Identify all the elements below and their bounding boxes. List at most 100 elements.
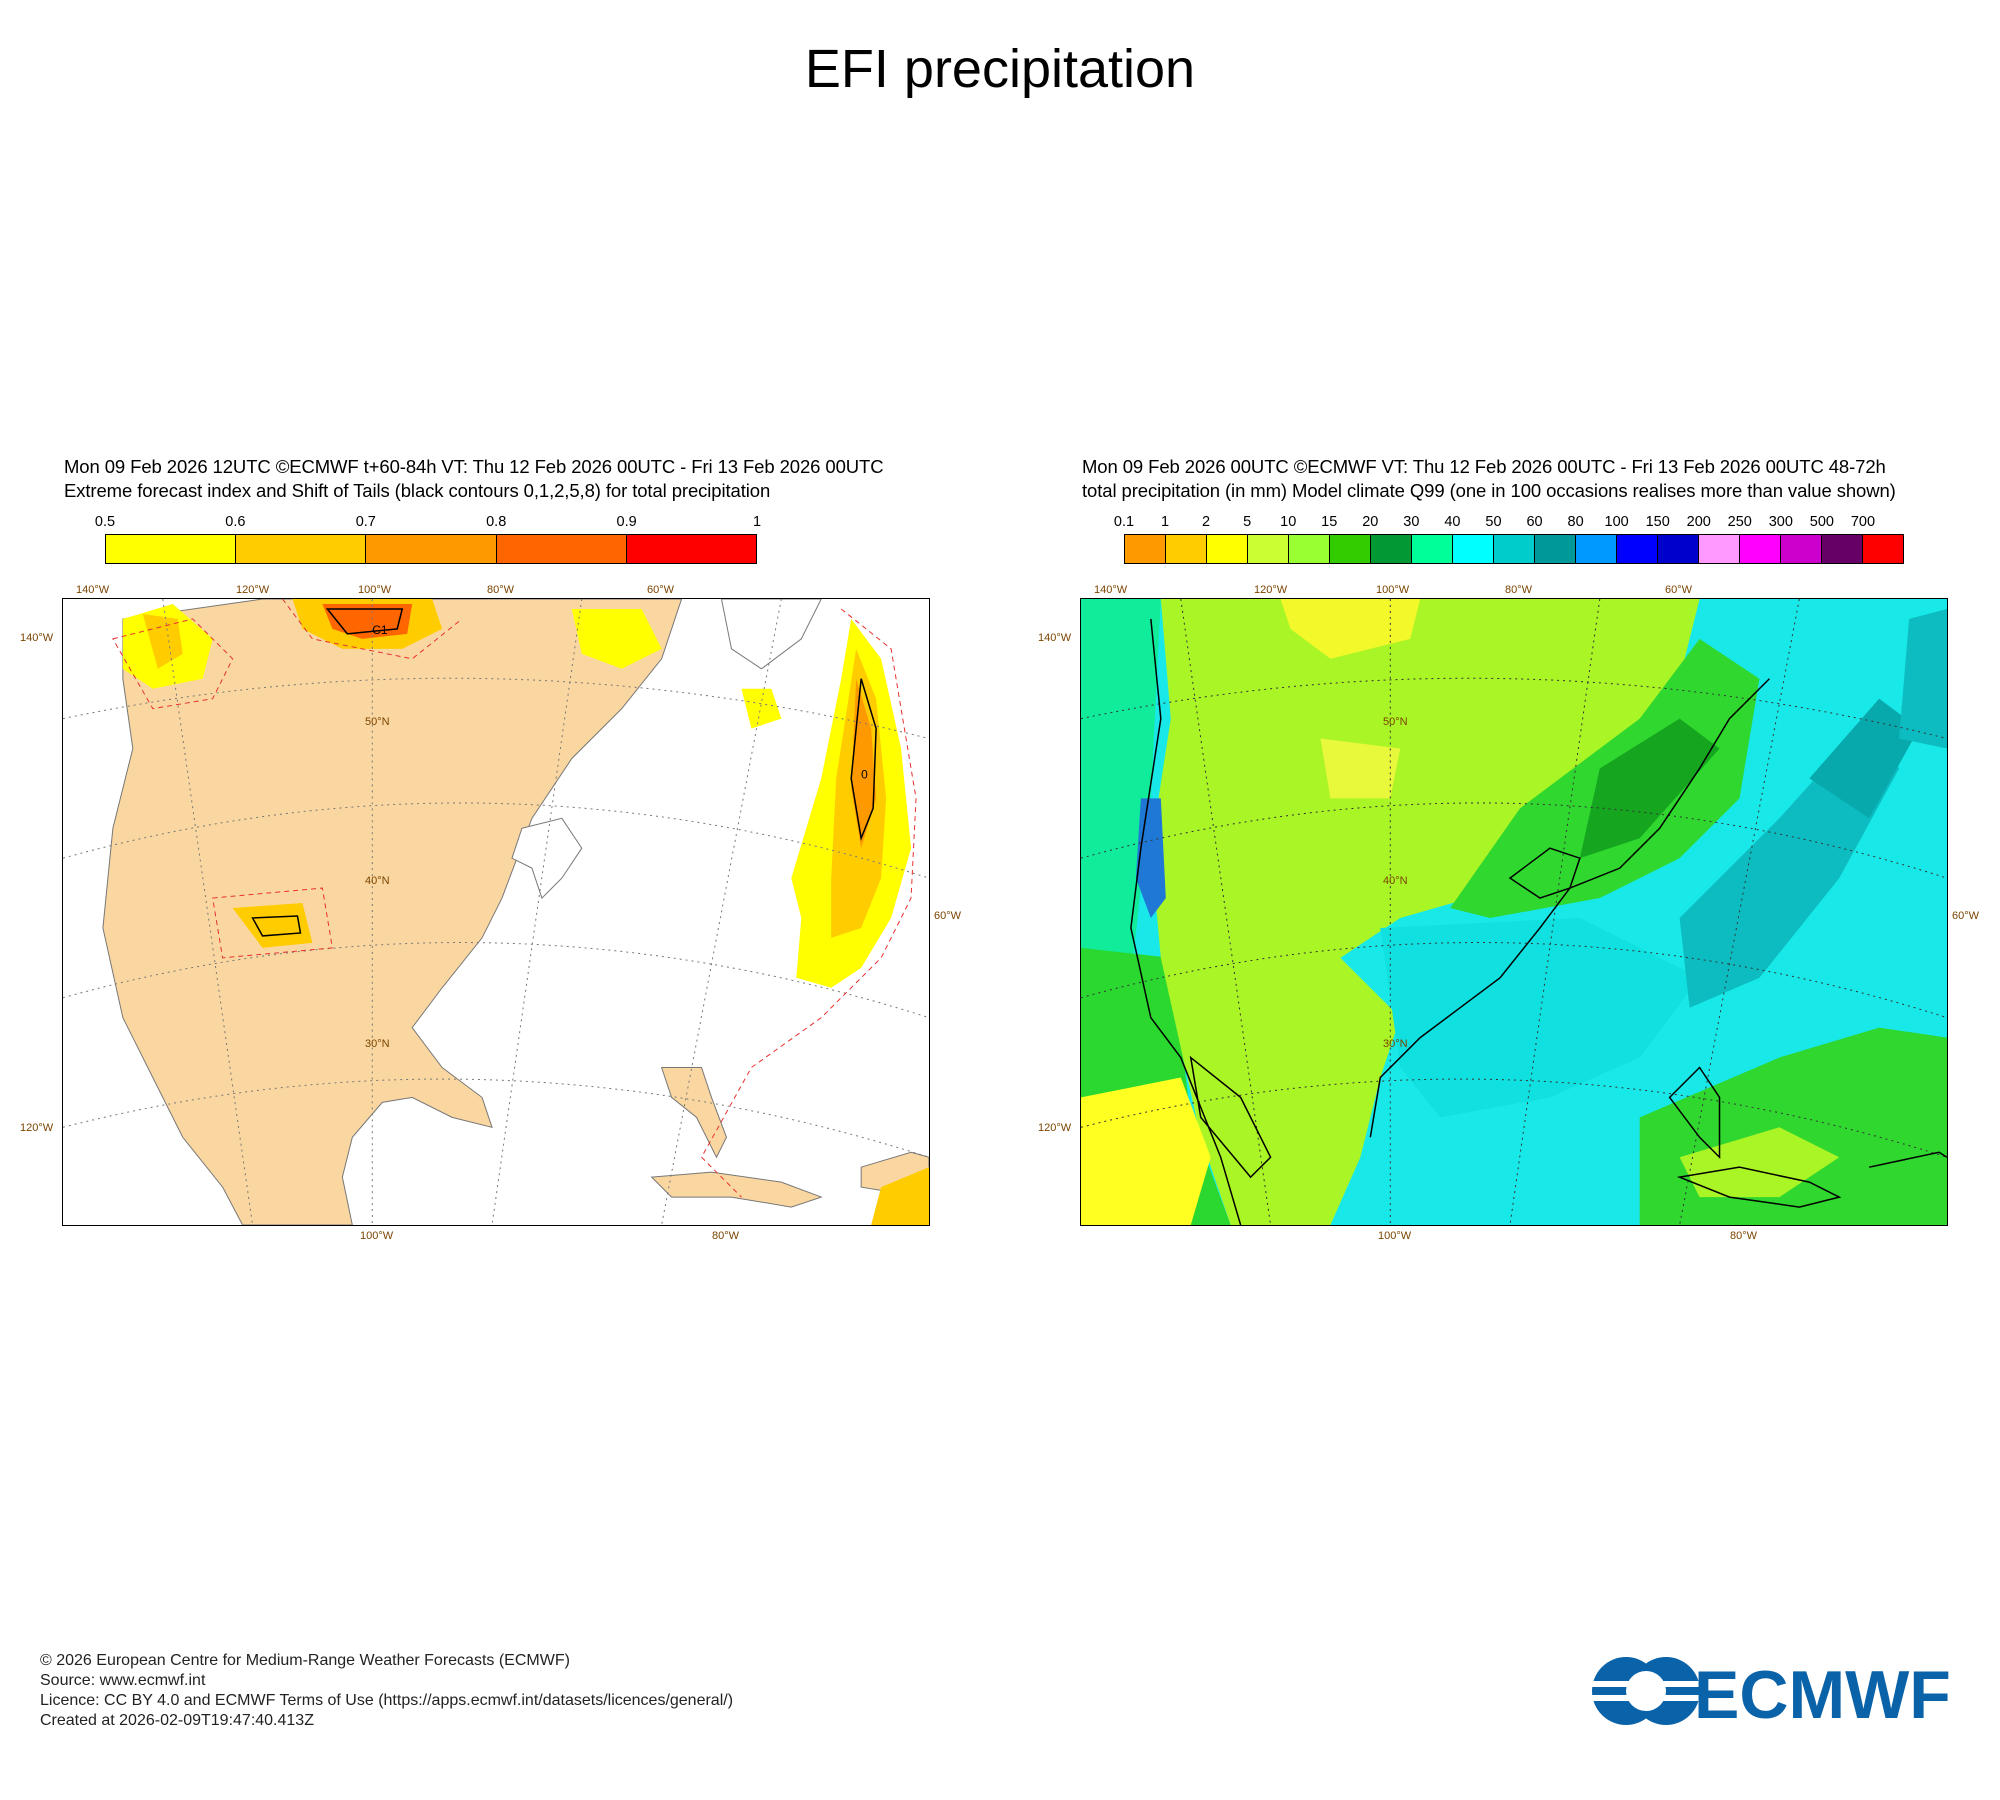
efi-colorbar-swatch xyxy=(626,535,757,563)
efi-header-line2: Extreme forecast index and Shift of Tail… xyxy=(64,480,771,501)
efi-panel: Mon 09 Feb 2026 12UTC ©ECMWF t+60-84h VT… xyxy=(20,450,990,1260)
efi-colorbar xyxy=(105,534,757,564)
efi-header-line1: Mon 09 Feb 2026 12UTC ©ECMWF t+60-84h VT… xyxy=(64,456,884,477)
coast-dark-green xyxy=(1579,718,1720,859)
climate-colorbar-swatch xyxy=(1863,535,1903,563)
efi-colorbar-swatch xyxy=(236,535,367,563)
created-line: Created at 2026-02-09T19:47:40.413Z xyxy=(40,1712,314,1729)
efi-area-quebec xyxy=(571,608,662,669)
climate-colorbar-swatch xyxy=(1822,535,1863,563)
climate-colorbar-swatch xyxy=(1494,535,1535,563)
efi-colorbar-tick-label: 0.7 xyxy=(355,514,376,530)
climate-colorbar-tick-label: 20 xyxy=(1362,514,1379,530)
climate-colorbar-tick-label: 0.1 xyxy=(1113,514,1135,530)
climate-colorbar-tick-label: 250 xyxy=(1727,514,1752,530)
efi-colorbar-swatch xyxy=(106,535,237,563)
climate-colorbar-swatch xyxy=(1248,535,1289,563)
greenland-land xyxy=(720,599,822,670)
lon-label: 120°W xyxy=(1254,584,1288,596)
lon-label: 60°W xyxy=(647,584,675,596)
lon-label: 80°W xyxy=(487,584,515,596)
pacific-band xyxy=(1081,599,1161,1018)
canada-yellow xyxy=(1280,599,1421,659)
climate-colorbar-swatch xyxy=(1576,535,1617,563)
footer: © 2026 European Centre for Medium-Range … xyxy=(40,1651,733,1731)
climate-colorbar-swatch xyxy=(1412,535,1453,563)
great-lakes xyxy=(511,817,583,899)
efi-colorbar-tick-label: 0.8 xyxy=(486,514,507,530)
climate-colorbar-tick-label: 300 xyxy=(1768,514,1793,530)
climate-colorbar-tick-label: 200 xyxy=(1686,514,1711,530)
climate-colorbar-swatch xyxy=(1207,535,1248,563)
climate-colorbar-tick-label: 60 xyxy=(1526,514,1543,530)
lon-label: 100°W xyxy=(1376,584,1410,596)
lat-label: 60°W xyxy=(1952,910,1980,922)
atlantic-teal-2 xyxy=(1809,698,1920,819)
climate-header-line2: total precipitation (in mm) Model climat… xyxy=(1082,480,1896,501)
climate-colorbar-swatch xyxy=(1699,535,1740,563)
climate-colorbar-tick-label: 10 xyxy=(1280,514,1297,530)
climate-colorbar-swatch xyxy=(1330,535,1371,563)
contour-label: C1 xyxy=(372,623,388,637)
climate-colorbar-swatch xyxy=(1617,535,1658,563)
efi-area-caribbean xyxy=(871,1167,929,1225)
climate-colorbar-swatch xyxy=(1781,535,1822,563)
climate-colorbar-tick-label: 5 xyxy=(1243,514,1252,530)
florida-land xyxy=(660,1067,728,1159)
climate-colorbar-swatch xyxy=(1453,535,1494,563)
lat-label: 120°W xyxy=(1038,1122,1072,1134)
cuba-land xyxy=(650,1171,823,1208)
climate-colorbar-tick-label: 500 xyxy=(1809,514,1834,530)
climate-map xyxy=(1080,598,1948,1226)
continent-green xyxy=(1150,599,1700,1225)
efi-colorbar-ticks: 0.5 0.6 0.7 0.8 0.9 1 xyxy=(95,514,761,532)
lat-label: 50°N xyxy=(1383,716,1408,728)
baja-yellow xyxy=(1081,1077,1211,1225)
climate-colorbar-tick-label: 700 xyxy=(1850,514,1876,530)
climate-colorbar-swatch xyxy=(1658,535,1699,563)
climate-colorbar-tick-label: 1 xyxy=(1161,514,1170,530)
lat-label: 40°N xyxy=(1383,875,1408,887)
efi-colorbar-tick-label: 0.5 xyxy=(94,514,116,530)
climate-colorbar-tick-label: 80 xyxy=(1567,514,1584,530)
climate-colorbar-tick-label: 2 xyxy=(1202,514,1211,530)
climate-colorbar-swatch xyxy=(1371,535,1412,563)
efi-map: 0 C1 xyxy=(62,598,930,1226)
climate-colorbar-swatch xyxy=(1125,535,1166,563)
lon-label: 140°W xyxy=(76,584,110,596)
climate-colorbar-tick-label: 15 xyxy=(1321,514,1338,530)
north-america-land xyxy=(102,599,683,1225)
gulf-cyan xyxy=(1380,917,1700,1118)
climate-colorbar-tick-label: 40 xyxy=(1444,514,1461,530)
lat-label: 50°N xyxy=(365,716,390,728)
plains-yellow xyxy=(1320,738,1401,799)
efi-area-labrador xyxy=(741,688,782,729)
climate-colorbar-tick-label: 100 xyxy=(1604,514,1629,530)
climate-colorbar-swatch xyxy=(1740,535,1781,563)
lat-label: 30°N xyxy=(365,1038,390,1050)
efi-colorbar-tick-label: 0.6 xyxy=(225,514,246,530)
lon-label: 120°W xyxy=(236,584,270,596)
climate-colorbar xyxy=(1124,534,1904,564)
climate-colorbar-swatch xyxy=(1535,535,1576,563)
lon-label: 80°W xyxy=(712,1230,740,1242)
climate-colorbar-tick-label: 50 xyxy=(1485,514,1502,530)
climate-header-line1: Mon 09 Feb 2026 00UTC ©ECMWF VT: Thu 12 … xyxy=(1082,456,1886,477)
lat-label: 120°W xyxy=(20,1122,54,1134)
efi-colorbar-tick-label: 1 xyxy=(752,514,762,530)
efi-area-rockies xyxy=(232,903,313,948)
ecmwf-logo: ECMWF xyxy=(1590,1655,1970,1733)
climate-colorbar-swatch xyxy=(1289,535,1330,563)
licence-line: Licence: CC BY 4.0 and ECMWF Terms of Us… xyxy=(40,1692,734,1709)
page-title: EFI precipitation xyxy=(804,39,1196,99)
logo-text: ECMWF xyxy=(1694,1657,1951,1727)
efi-colorbar-tick-label: 0.9 xyxy=(616,514,637,530)
atlantic-teal-3 xyxy=(1899,608,1947,749)
lat-label: 40°N xyxy=(365,875,390,887)
climate-colorbar-ticks: 0.1 1 2 5 10 15 20 30 40 50 60 80 100 150 200 250 300 500… xyxy=(1114,514,1904,532)
climate-colorbar-tick-label: 150 xyxy=(1645,514,1670,530)
efi-colorbar-swatch xyxy=(366,535,497,563)
source-line: Source: www.ecmwf.int xyxy=(40,1672,206,1689)
lon-label: 100°W xyxy=(358,584,392,596)
lon-label: 60°W xyxy=(1665,584,1693,596)
